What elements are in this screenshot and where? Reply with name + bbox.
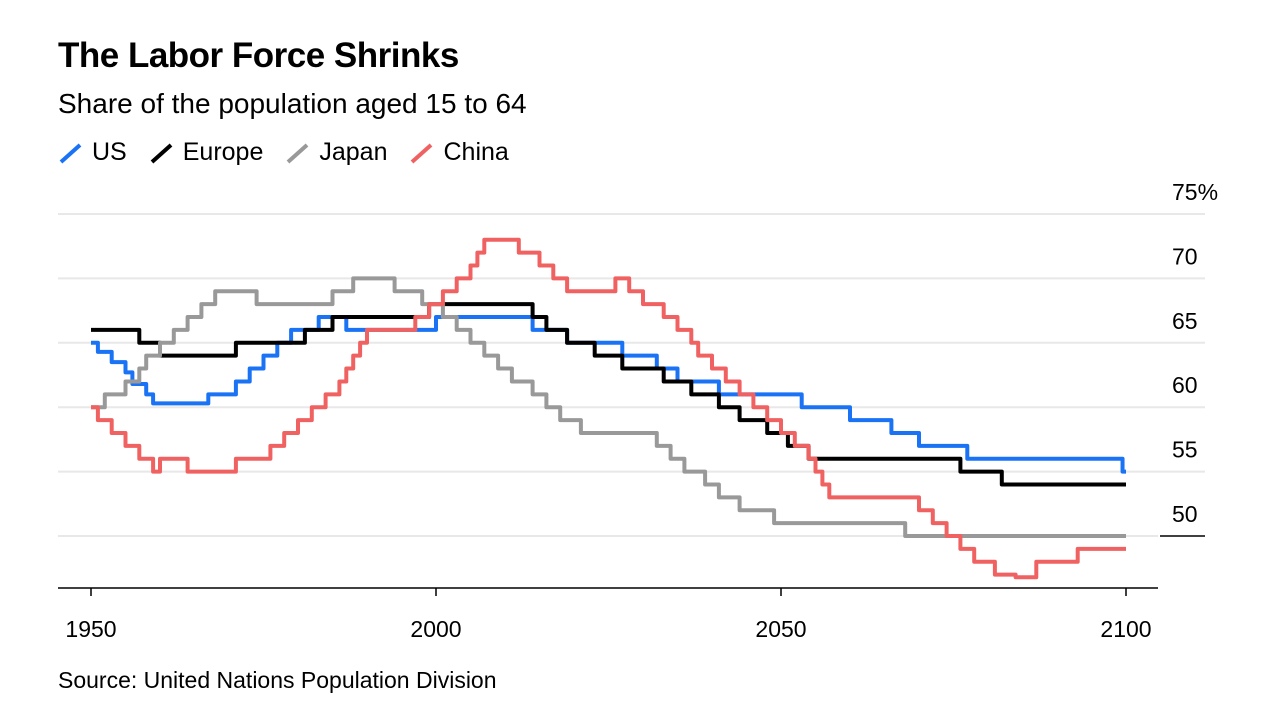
chart-subtitle: Share of the population aged 15 to 64: [58, 88, 527, 119]
legend-item-us: US: [58, 138, 127, 167]
x-tick-label: 2050: [755, 616, 806, 642]
legend-swatch-icon: [287, 143, 309, 163]
y-tick-label: 65: [1172, 308, 1198, 334]
legend-swatch-icon: [59, 143, 82, 163]
legend-label: Japan: [319, 138, 388, 166]
legend-swatch-icon: [150, 143, 173, 163]
y-tick-label: 55: [1172, 437, 1198, 463]
series-line-us: [91, 315, 1126, 474]
legend-item-europe: Europe: [149, 138, 264, 167]
legend-item-china: China: [409, 138, 509, 167]
x-tick-label: 1950: [65, 616, 116, 642]
y-tick-label: 70: [1172, 243, 1198, 269]
legend-label: US: [92, 138, 127, 166]
x-tick-label: 2100: [1100, 616, 1151, 642]
legend: US Europe Japan China: [58, 138, 509, 167]
y-tick-label: 60: [1172, 372, 1198, 398]
y-tick-label: 50: [1172, 501, 1198, 527]
series-line-china: [91, 237, 1126, 580]
legend-item-japan: Japan: [285, 138, 387, 167]
y-tick-label: 75%: [1172, 179, 1218, 205]
legend-label: China: [443, 138, 509, 166]
legend-swatch-icon: [411, 143, 433, 163]
x-tick-label: 2000: [410, 616, 461, 642]
series-line-japan: [91, 276, 1126, 538]
legend-label: Europe: [182, 138, 264, 166]
chart-title: The Labor Force Shrinks: [58, 36, 459, 75]
source-note: Source: United Nations Population Divisi…: [58, 667, 497, 693]
series-line-europe: [91, 302, 1126, 487]
